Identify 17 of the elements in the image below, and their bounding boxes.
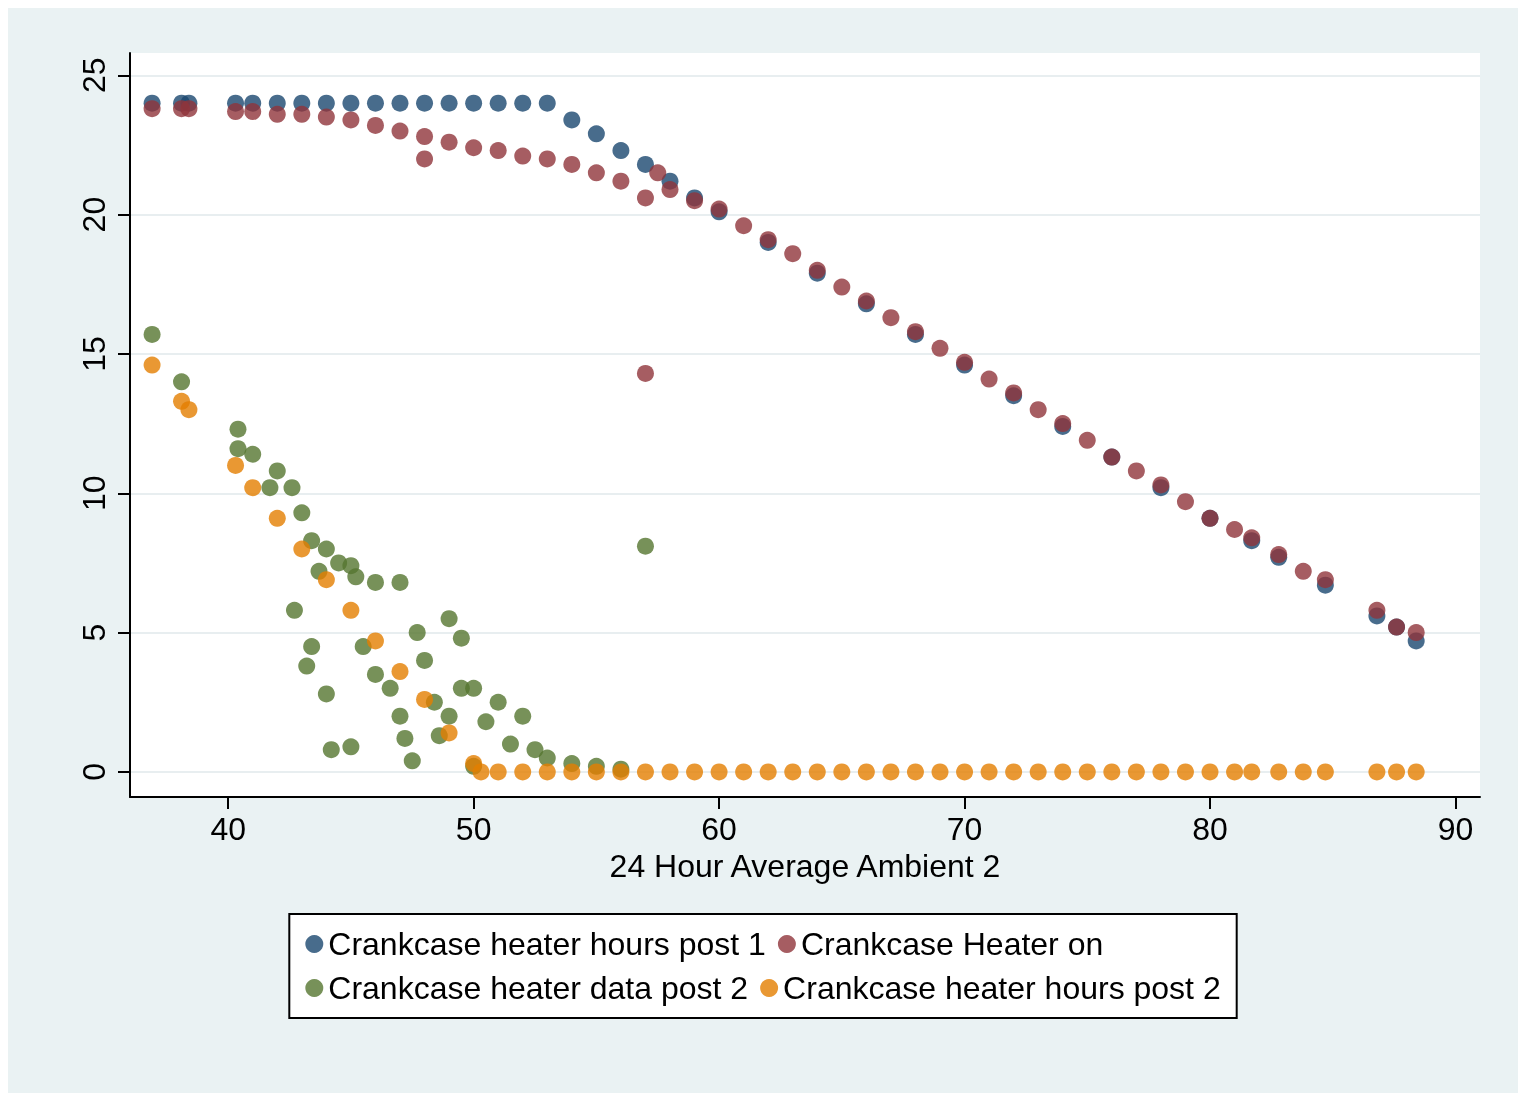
x-tick-label: 90 (1437, 811, 1474, 847)
y-tick-label: 15 (76, 336, 112, 372)
x-tick-label: 60 (701, 811, 737, 847)
x-tick-label: 40 (210, 811, 246, 847)
legend-label: Crankcase heater data post 2 (328, 970, 749, 1006)
y-tick-label: 20 (76, 196, 112, 233)
x-tick-label: 70 (946, 811, 983, 847)
y-tick-label: 5 (76, 623, 112, 642)
x-axis-title: 24 Hour Average Ambient 2 (609, 847, 1001, 884)
legend-label: Crankcase heater hours post 1 (328, 926, 766, 962)
legend-label: Crankcase heater hours post 2 (783, 970, 1221, 1006)
y-tick-label: 25 (76, 57, 112, 94)
legend-label: Crankcase Heater on (800, 926, 1104, 962)
y-tick-label: 0 (76, 763, 112, 781)
y-tick-label: 10 (76, 475, 112, 512)
x-tick-label: 80 (1192, 811, 1228, 847)
x-tick-label: 50 (455, 811, 492, 847)
